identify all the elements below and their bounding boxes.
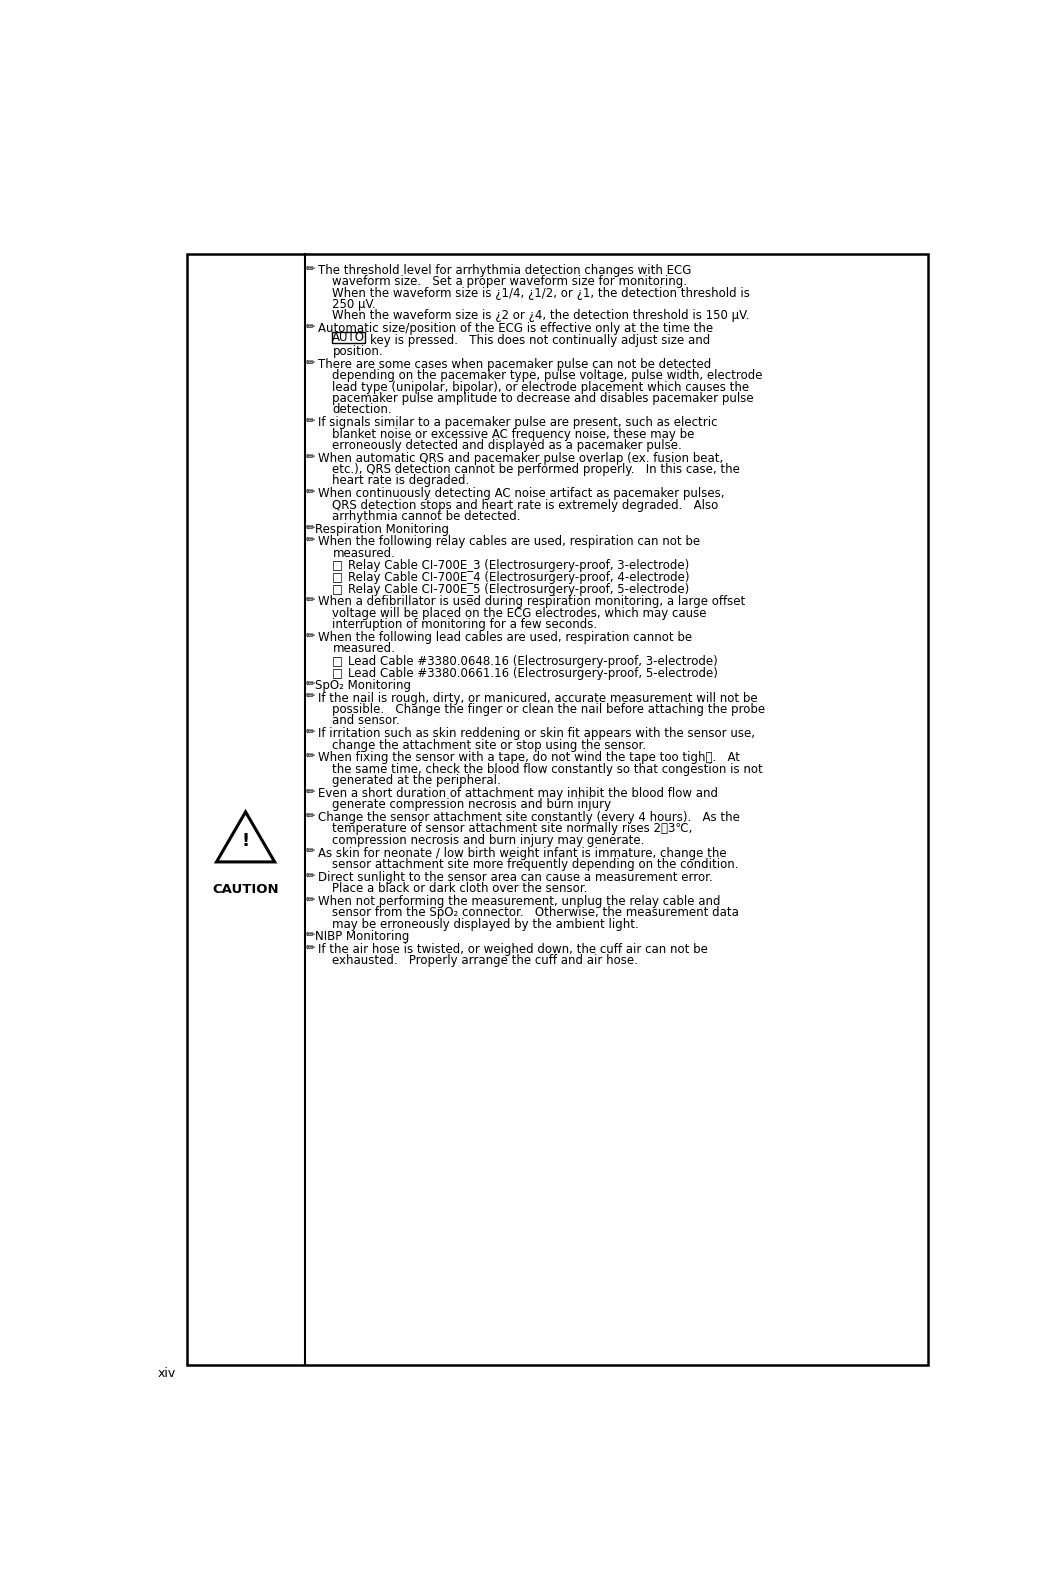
Text: The threshold level for arrhythmia detection changes with ECG: The threshold level for arrhythmia detec…	[318, 264, 692, 276]
Text: When automatic QRS and pacemaker pulse overlap (ex. fusion beat,: When automatic QRS and pacemaker pulse o…	[318, 452, 723, 465]
Text: ✏: ✏	[306, 535, 315, 545]
Text: □: □	[332, 571, 343, 584]
Text: Place a black or dark cloth over the sensor.: Place a black or dark cloth over the sen…	[332, 882, 587, 895]
Text: ✏: ✏	[306, 264, 315, 273]
Text: As skin for neonate / low birth weight infant is immature, change the: As skin for neonate / low birth weight i…	[318, 846, 727, 859]
Text: There are some cases when pacemaker pulse can not be detected: There are some cases when pacemaker puls…	[318, 358, 712, 371]
Text: When not performing the measurement, unplug the relay cable and: When not performing the measurement, unp…	[318, 895, 721, 907]
Text: When continuously detecting AC noise artifact as pacemaker pulses,: When continuously detecting AC noise art…	[318, 487, 725, 501]
Text: If the nail is rough, dirty, or manicured, accurate measurement will not be: If the nail is rough, dirty, or manicure…	[318, 691, 758, 705]
Text: Automatic size/position of the ECG is effective only at the time the: Automatic size/position of the ECG is ef…	[318, 322, 714, 336]
Text: measured.: measured.	[332, 546, 396, 560]
Text: sensor attachment site more frequently depending on the condition.: sensor attachment site more frequently d…	[332, 857, 739, 871]
Text: xiv: xiv	[158, 1367, 176, 1380]
Text: pacemaker pulse amplitude to decrease and disables pacemaker pulse: pacemaker pulse amplitude to decrease an…	[332, 392, 754, 405]
Text: ✏: ✏	[306, 752, 315, 761]
Text: sensor from the SpO₂ connector.   Otherwise, the measurement data: sensor from the SpO₂ connector. Otherwis…	[332, 906, 739, 920]
Text: CAUTION: CAUTION	[213, 882, 279, 896]
Text: When a defibrillator is used during respiration monitoring, a large offset: When a defibrillator is used during resp…	[318, 595, 745, 608]
Text: When fixing the sensor with a tape, do not wind the tape too tighｔ.   At: When fixing the sensor with a tape, do n…	[318, 752, 740, 765]
Text: depending on the pacemaker type, pulse voltage, pulse width, electrode: depending on the pacemaker type, pulse v…	[332, 369, 763, 382]
Text: Relay Cable CI‑700E_3 (Electrosurgery-proof, 3-electrode): Relay Cable CI‑700E_3 (Electrosurgery-pr…	[348, 559, 689, 573]
Text: Relay Cable CI‑700E_4 (Electrosurgery-proof, 4-electrode): Relay Cable CI‑700E_4 (Electrosurgery-pr…	[348, 571, 689, 584]
Text: ✏: ✏	[306, 787, 315, 798]
Text: Relay Cable CI‑700E_5 (Electrosurgery-proof, 5-electrode): Relay Cable CI‑700E_5 (Electrosurgery-pr…	[348, 584, 689, 597]
Text: and sensor.: and sensor.	[332, 714, 400, 727]
Text: ✏: ✏	[306, 678, 315, 689]
Text: lead type (unipolar, bipolar), or electrode placement which causes the: lead type (unipolar, bipolar), or electr…	[332, 380, 750, 394]
Text: Direct sunlight to the sensor area can cause a measurement error.: Direct sunlight to the sensor area can c…	[318, 871, 713, 884]
Text: If signals similar to a pacemaker pulse are present, such as electric: If signals similar to a pacemaker pulse …	[318, 416, 718, 429]
Text: 250 µV.: 250 µV.	[332, 298, 376, 311]
Text: !: !	[242, 832, 249, 851]
Bar	[332, 333, 365, 342]
Text: voltage will be placed on the ECG electrodes, which may cause: voltage will be placed on the ECG electr…	[332, 606, 707, 620]
Text: ✏: ✏	[306, 595, 315, 606]
Text: If the air hose is twisted, or weighed down, the cuff air can not be: If the air hose is twisted, or weighed d…	[318, 944, 709, 956]
Text: possible.   Change the finger or clean the nail before attaching the probe: possible. Change the finger or clean the…	[332, 703, 765, 716]
Text: ✏: ✏	[306, 691, 315, 702]
Text: temperature of sensor attachment site normally rises 2～3℃,: temperature of sensor attachment site no…	[332, 823, 693, 835]
Text: position.: position.	[332, 345, 383, 358]
Text: □: □	[332, 667, 343, 680]
Text: ✏: ✏	[306, 452, 315, 462]
Text: generated at the peripheral.: generated at the peripheral.	[332, 774, 502, 787]
Text: Lead Cable #3380.0661.16 (Electrosurgery-proof, 5-electrode): Lead Cable #3380.0661.16 (Electrosurgery…	[348, 667, 718, 680]
Text: ✏: ✏	[306, 931, 315, 940]
Text: When the waveform size is ¿1/4, ¿1/2, or ¿1, the detection threshold is: When the waveform size is ¿1/4, ¿1/2, or…	[332, 287, 751, 300]
Text: waveform size.   Set a proper waveform size for monitoring.: waveform size. Set a proper waveform siz…	[332, 275, 688, 289]
Text: ✏: ✏	[306, 358, 315, 367]
Text: ✏: ✏	[306, 871, 315, 881]
Text: SpO₂ Monitoring: SpO₂ Monitoring	[314, 678, 410, 692]
Text: exhausted.   Properly arrange the cuff and air hose.: exhausted. Properly arrange the cuff and…	[332, 955, 639, 967]
Text: arrhythmia cannot be detected.: arrhythmia cannot be detected.	[332, 510, 520, 523]
Text: When the following relay cables are used, respiration can not be: When the following relay cables are used…	[318, 535, 700, 548]
Text: When the following lead cables are used, respiration cannot be: When the following lead cables are used,…	[318, 631, 692, 644]
Text: measured.: measured.	[332, 642, 396, 655]
Text: ✏: ✏	[306, 727, 315, 736]
Text: ✏: ✏	[306, 812, 315, 821]
Text: detection.: detection.	[332, 403, 392, 416]
Text: ✏: ✏	[306, 944, 315, 953]
Text: interruption of monitoring for a few seconds.: interruption of monitoring for a few sec…	[332, 619, 598, 631]
Text: ✏: ✏	[306, 631, 315, 641]
Text: blanket noise or excessive AC frequency noise, these may be: blanket noise or excessive AC frequency …	[332, 427, 695, 441]
Text: erroneously detected and displayed as a pacemaker pulse.: erroneously detected and displayed as a …	[332, 440, 683, 452]
Text: ✏: ✏	[306, 416, 315, 425]
Text: may be erroneously displayed by the ambient light.: may be erroneously displayed by the ambi…	[332, 917, 639, 931]
Text: ✏: ✏	[306, 846, 315, 857]
Text: the same time, check the blood flow constantly so that congestion is not: the same time, check the blood flow cons…	[332, 763, 763, 776]
Text: Respiration Monitoring: Respiration Monitoring	[314, 523, 448, 535]
Text: □: □	[332, 559, 343, 573]
Text: When the waveform size is ¿2 or ¿4, the detection threshold is 150 µV.: When the waveform size is ¿2 or ¿4, the …	[332, 309, 750, 322]
Text: ✏: ✏	[306, 487, 315, 498]
Text: □: □	[332, 655, 343, 669]
Text: If irritation such as skin reddening or skin fit appears with the sensor use,: If irritation such as skin reddening or …	[318, 727, 756, 739]
Text: □: □	[332, 584, 343, 597]
Text: compression necrosis and burn injury may generate.: compression necrosis and burn injury may…	[332, 834, 645, 846]
Text: key is pressed.   This does not continually adjust size and: key is pressed. This does not continuall…	[370, 333, 710, 347]
Text: heart rate is degraded.: heart rate is degraded.	[332, 474, 470, 487]
Text: ✏: ✏	[306, 322, 315, 333]
Text: Lead Cable #3380.0648.16 (Electrosurgery-proof, 3-electrode): Lead Cable #3380.0648.16 (Electrosurgery…	[348, 655, 717, 669]
Text: generate compression necrosis and burn injury: generate compression necrosis and burn i…	[332, 798, 611, 812]
Text: Even a short duration of attachment may inhibit the blood flow and: Even a short duration of attachment may …	[318, 787, 718, 799]
Text: etc.), QRS detection cannot be performed properly.   In this case, the: etc.), QRS detection cannot be performed…	[332, 463, 740, 476]
Text: ✏: ✏	[306, 895, 315, 904]
Text: Change the sensor attachment site constantly (every 4 hours).   As the: Change the sensor attachment site consta…	[318, 812, 740, 824]
Text: AUTO: AUTO	[332, 331, 365, 344]
Text: QRS detection stops and heart rate is extremely degraded.   Also: QRS detection stops and heart rate is ex…	[332, 499, 718, 512]
Text: change the attachment site or stop using the sensor.: change the attachment site or stop using…	[332, 738, 646, 752]
Text: ✏: ✏	[306, 523, 315, 532]
Text: NIBP Monitoring: NIBP Monitoring	[314, 931, 409, 944]
